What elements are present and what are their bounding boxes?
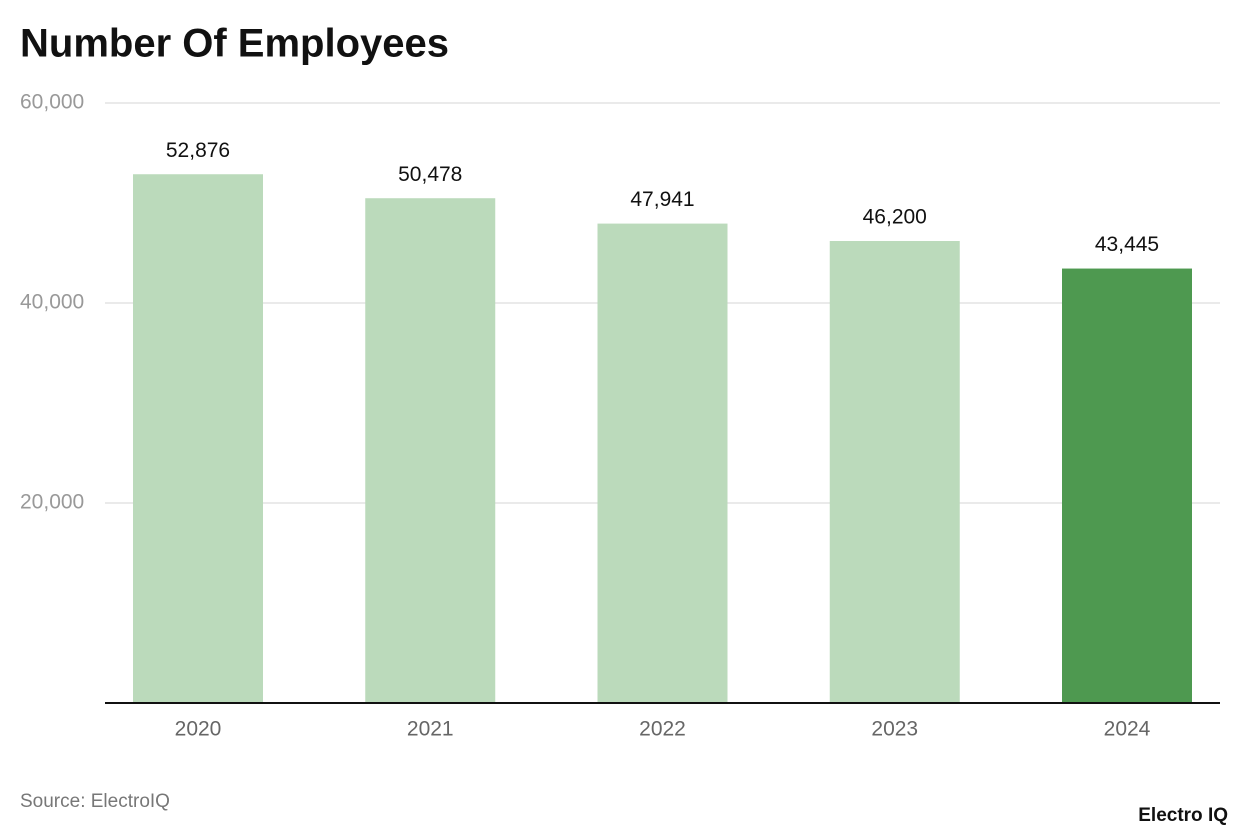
value-label: 47,941 <box>630 188 694 211</box>
bar <box>829 241 960 703</box>
value-label: 43,445 <box>1095 233 1159 256</box>
y-tick-label: 40,000 <box>20 291 84 314</box>
value-label: 46,200 <box>863 206 927 229</box>
source: Source: ElectroIQ <box>20 791 170 812</box>
bar <box>1062 268 1192 703</box>
y-tick-label: 20,000 <box>20 491 84 514</box>
bar <box>597 223 728 703</box>
x-tick-label: 2022 <box>639 718 686 741</box>
x-tick-label: 2023 <box>871 718 918 741</box>
brand: Electro IQ <box>1138 805 1228 826</box>
x-tick-label: 2021 <box>407 718 454 741</box>
value-label: 50,478 <box>398 163 462 186</box>
y-tick-label: 60,000 <box>20 91 84 114</box>
chart-title: Number Of Employees <box>20 22 449 66</box>
x-tick-label: 2024 <box>1104 718 1151 741</box>
bar <box>133 174 263 704</box>
value-label: 52,876 <box>166 139 230 162</box>
bar <box>365 198 496 703</box>
x-tick-label: 2020 <box>175 718 222 741</box>
